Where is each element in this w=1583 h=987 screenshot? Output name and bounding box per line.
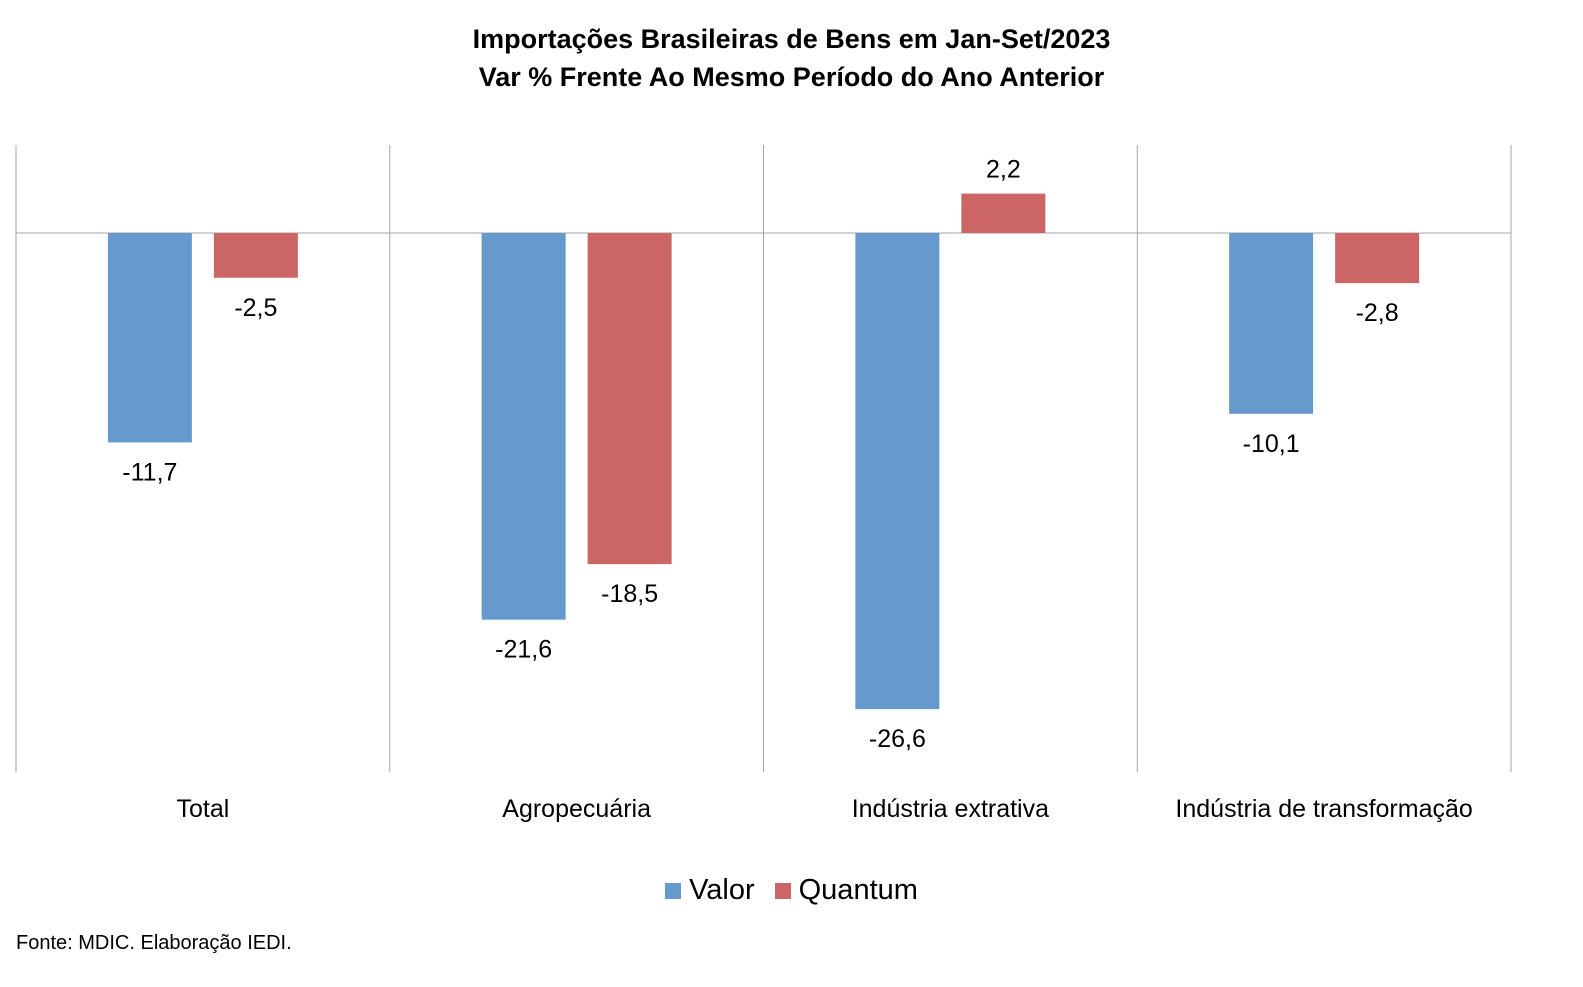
data-label-valor-1: -21,6 [495,636,552,664]
category-label-1: Agropecuária [502,795,651,823]
legend-label-valor: Valor [689,874,755,906]
data-label-valor-3: -10,1 [1243,430,1300,458]
chart-title-block: Importações Brasileiras de Bens em Jan-S… [0,20,1583,96]
bar-quantum-3 [1335,233,1420,284]
legend-swatch-quantum [774,882,791,899]
bar-valor-1 [481,233,566,620]
bar-quantum-2 [961,193,1046,233]
data-label-valor-2: -26,6 [869,725,926,753]
bar-valor-2 [855,233,940,710]
category-label-0: Total [176,795,229,823]
legend-item-valor: Valor [665,874,755,907]
data-label-quantum-0: -2,5 [234,294,277,322]
bar-quantum-0 [213,233,298,278]
legend-swatch-valor [665,882,682,899]
data-label-quantum-2: 2,2 [986,156,1021,184]
data-label-quantum-3: -2,8 [1356,299,1399,327]
legend-item-quantum: Quantum [774,874,918,907]
legend-label-quantum: Quantum [798,874,918,906]
bar-quantum-1 [587,233,672,565]
bar-valor-3 [1229,233,1314,414]
category-label-3: Indústria de transformação [1175,795,1472,823]
data-label-quantum-1: -18,5 [601,580,658,608]
category-label-2: Indústria extrativa [852,795,1049,823]
bar-valor-0 [107,233,192,443]
data-label-valor-0: -11,7 [122,458,177,486]
chart-subtitle: Var % Frente Ao Mesmo Período do Ano Ant… [478,62,1105,92]
chart-legend: Valor Quantum [0,874,1583,907]
chart-title: Importações Brasileiras de Bens em Jan-S… [472,24,1111,54]
source-note: Fonte: MDIC. Elaboração IEDI. [16,932,292,954]
